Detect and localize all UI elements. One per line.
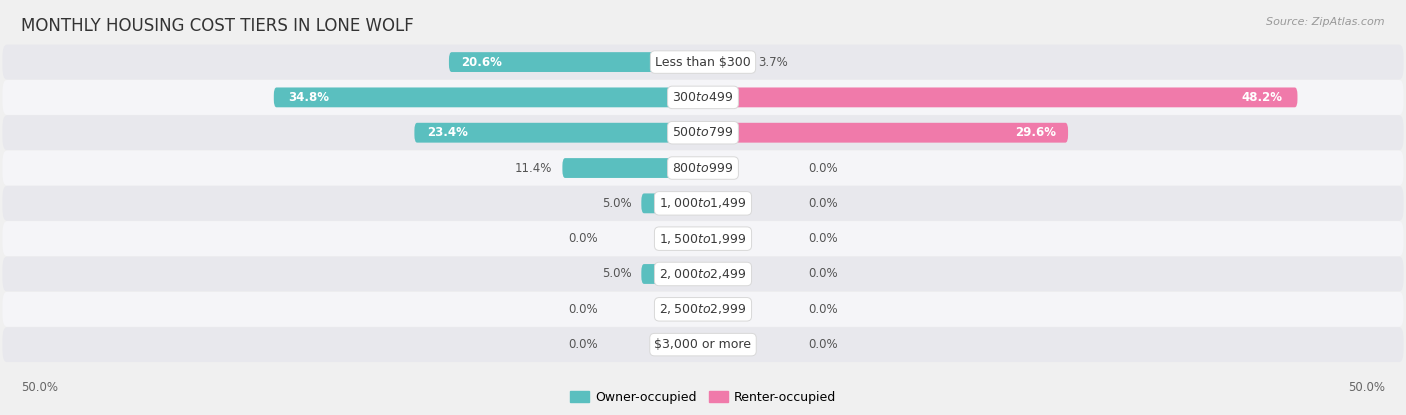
FancyBboxPatch shape (3, 186, 1403, 221)
FancyBboxPatch shape (3, 256, 1403, 291)
Text: $3,000 or more: $3,000 or more (655, 338, 751, 351)
Text: 0.0%: 0.0% (808, 232, 838, 245)
Text: 5.0%: 5.0% (602, 197, 631, 210)
Text: $300 to $499: $300 to $499 (672, 91, 734, 104)
Text: 5.0%: 5.0% (602, 268, 631, 281)
Text: MONTHLY HOUSING COST TIERS IN LONE WOLF: MONTHLY HOUSING COST TIERS IN LONE WOLF (21, 17, 413, 34)
FancyBboxPatch shape (703, 52, 748, 72)
FancyBboxPatch shape (449, 52, 703, 72)
Text: 34.8%: 34.8% (288, 91, 329, 104)
Text: $500 to $799: $500 to $799 (672, 126, 734, 139)
Text: 0.0%: 0.0% (808, 303, 838, 316)
Text: $2,000 to $2,499: $2,000 to $2,499 (659, 267, 747, 281)
FancyBboxPatch shape (3, 292, 1403, 327)
Text: 11.4%: 11.4% (515, 161, 553, 175)
FancyBboxPatch shape (641, 193, 703, 213)
Text: 0.0%: 0.0% (808, 268, 838, 281)
Text: 0.0%: 0.0% (568, 232, 598, 245)
Text: 23.4%: 23.4% (427, 126, 468, 139)
FancyBboxPatch shape (3, 221, 1403, 256)
Text: 0.0%: 0.0% (568, 303, 598, 316)
Text: 50.0%: 50.0% (1348, 381, 1385, 394)
Text: 3.7%: 3.7% (758, 56, 789, 68)
Text: 20.6%: 20.6% (461, 56, 502, 68)
Text: Less than $300: Less than $300 (655, 56, 751, 68)
Text: 0.0%: 0.0% (808, 338, 838, 351)
Text: 0.0%: 0.0% (808, 197, 838, 210)
Text: 0.0%: 0.0% (808, 161, 838, 175)
Legend: Owner-occupied, Renter-occupied: Owner-occupied, Renter-occupied (565, 386, 841, 409)
Text: 29.6%: 29.6% (1015, 126, 1056, 139)
FancyBboxPatch shape (3, 115, 1403, 150)
FancyBboxPatch shape (3, 80, 1403, 115)
FancyBboxPatch shape (3, 44, 1403, 80)
Text: 50.0%: 50.0% (21, 381, 58, 394)
Text: $800 to $999: $800 to $999 (672, 161, 734, 175)
Text: 0.0%: 0.0% (568, 338, 598, 351)
FancyBboxPatch shape (703, 123, 1069, 143)
FancyBboxPatch shape (641, 264, 703, 284)
FancyBboxPatch shape (562, 158, 703, 178)
FancyBboxPatch shape (703, 88, 1298, 107)
FancyBboxPatch shape (3, 151, 1403, 186)
FancyBboxPatch shape (274, 88, 703, 107)
Text: Source: ZipAtlas.com: Source: ZipAtlas.com (1267, 17, 1385, 27)
Text: 48.2%: 48.2% (1241, 91, 1282, 104)
Text: $1,500 to $1,999: $1,500 to $1,999 (659, 232, 747, 246)
FancyBboxPatch shape (415, 123, 703, 143)
Text: $2,500 to $2,999: $2,500 to $2,999 (659, 302, 747, 316)
FancyBboxPatch shape (3, 327, 1403, 362)
Text: $1,000 to $1,499: $1,000 to $1,499 (659, 196, 747, 210)
